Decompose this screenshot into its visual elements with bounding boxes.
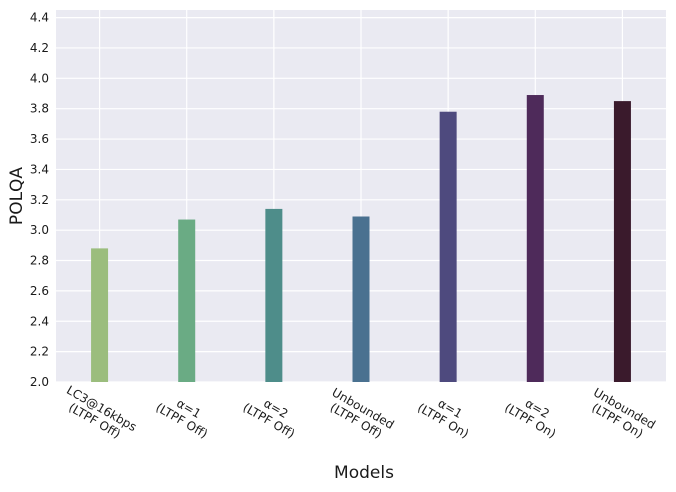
x-tick-labels: LC3@16kbps(LTPF Off) α=1(LTPF Off) α=2(LTP… (57, 383, 658, 446)
bar (352, 216, 370, 382)
bar (265, 208, 283, 382)
y-tick-label: 3.2 (30, 193, 49, 207)
x-tick-label: α=1(LTPF Off) (153, 388, 217, 441)
bar (613, 101, 631, 382)
x-tick-label: Unbounded(LTPF Off) (323, 385, 397, 444)
x-tick-label: α=1(LTPF On) (415, 388, 478, 441)
y-tick-labels: 2.0 2.2 2.4 2.6 2.8 3.0 3.2 3.4 3.6 3.8 4.0 4.2 4.4 (30, 11, 49, 389)
bar (91, 248, 109, 382)
x-tick-label: Unbounded(LTPF On) (584, 385, 658, 444)
bar (439, 111, 457, 382)
y-tick-label: 3.4 (30, 162, 49, 176)
y-tick-label: 3.6 (30, 132, 49, 146)
bar (526, 95, 544, 383)
y-tick-label: 2.2 (30, 345, 49, 359)
y-tick-label: 4.0 (30, 71, 49, 85)
x-tick-label: α=2(LTPF Off) (240, 388, 304, 441)
y-tick-label: 2.4 (30, 314, 49, 328)
y-tick-label: 3.8 (30, 102, 49, 116)
x-axis-label: Models (334, 463, 394, 483)
y-tick-label: 2.0 (30, 375, 49, 389)
y-tick-label: 4.2 (30, 41, 49, 55)
bar (178, 219, 196, 382)
y-tick-label: 4.4 (30, 11, 49, 25)
y-tick-label: 2.6 (30, 284, 49, 298)
x-tick-label: α=2(LTPF On) (502, 388, 565, 441)
y-tick-label: 2.8 (30, 254, 49, 268)
y-axis-label: POLQA (7, 167, 27, 225)
x-tick-label: LC3@16kbps(LTPF Off) (57, 383, 139, 446)
y-tick-label: 3.0 (30, 223, 49, 237)
bars (91, 95, 631, 383)
